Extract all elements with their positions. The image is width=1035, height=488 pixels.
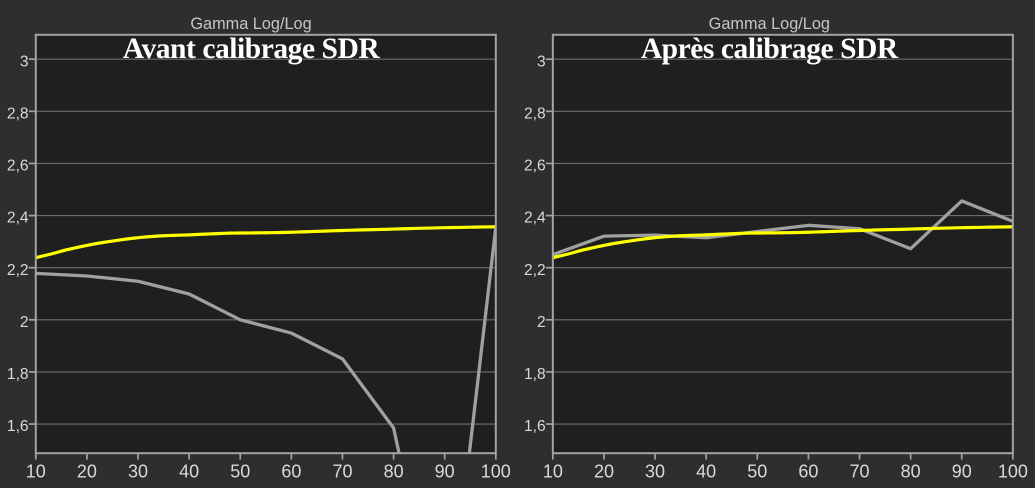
svg-text:60: 60 [798, 462, 818, 482]
svg-text:2,4: 2,4 [524, 210, 546, 227]
svg-text:1,8: 1,8 [7, 366, 29, 383]
svg-text:2,8: 2,8 [7, 105, 29, 122]
svg-text:20: 20 [77, 462, 97, 482]
svg-text:10: 10 [543, 462, 563, 482]
svg-text:60: 60 [281, 462, 301, 482]
svg-text:1,6: 1,6 [524, 418, 546, 435]
svg-text:1,8: 1,8 [524, 366, 546, 383]
svg-text:100: 100 [481, 462, 511, 482]
svg-text:Après calibrage SDR: Après calibrage SDR [641, 33, 899, 65]
svg-text:30: 30 [128, 462, 148, 482]
svg-text:3: 3 [20, 53, 29, 70]
svg-text:80: 80 [384, 462, 404, 482]
svg-text:Gamma Log/Log: Gamma Log/Log [709, 15, 830, 33]
svg-text:2: 2 [20, 314, 29, 331]
svg-text:2,8: 2,8 [524, 105, 546, 122]
svg-text:20: 20 [594, 462, 614, 482]
svg-text:1,6: 1,6 [7, 418, 29, 435]
svg-text:90: 90 [435, 462, 455, 482]
svg-text:40: 40 [696, 462, 716, 482]
svg-text:100: 100 [998, 462, 1028, 482]
svg-text:70: 70 [850, 462, 870, 482]
svg-text:10: 10 [26, 462, 46, 482]
svg-text:30: 30 [645, 462, 665, 482]
svg-text:90: 90 [952, 462, 972, 482]
svg-text:Gamma Log/Log: Gamma Log/Log [190, 15, 311, 33]
svg-text:2,2: 2,2 [524, 262, 546, 279]
svg-text:2,2: 2,2 [7, 262, 29, 279]
svg-text:2,6: 2,6 [524, 158, 546, 175]
svg-text:40: 40 [179, 462, 199, 482]
svg-text:3: 3 [537, 53, 546, 70]
svg-text:Avant calibrage SDR: Avant calibrage SDR [123, 33, 381, 65]
svg-text:2,4: 2,4 [7, 210, 29, 227]
svg-text:50: 50 [230, 462, 250, 482]
svg-text:50: 50 [747, 462, 767, 482]
svg-text:2,6: 2,6 [7, 158, 29, 175]
svg-text:70: 70 [332, 462, 352, 482]
svg-text:80: 80 [901, 462, 921, 482]
svg-text:2: 2 [537, 314, 546, 331]
